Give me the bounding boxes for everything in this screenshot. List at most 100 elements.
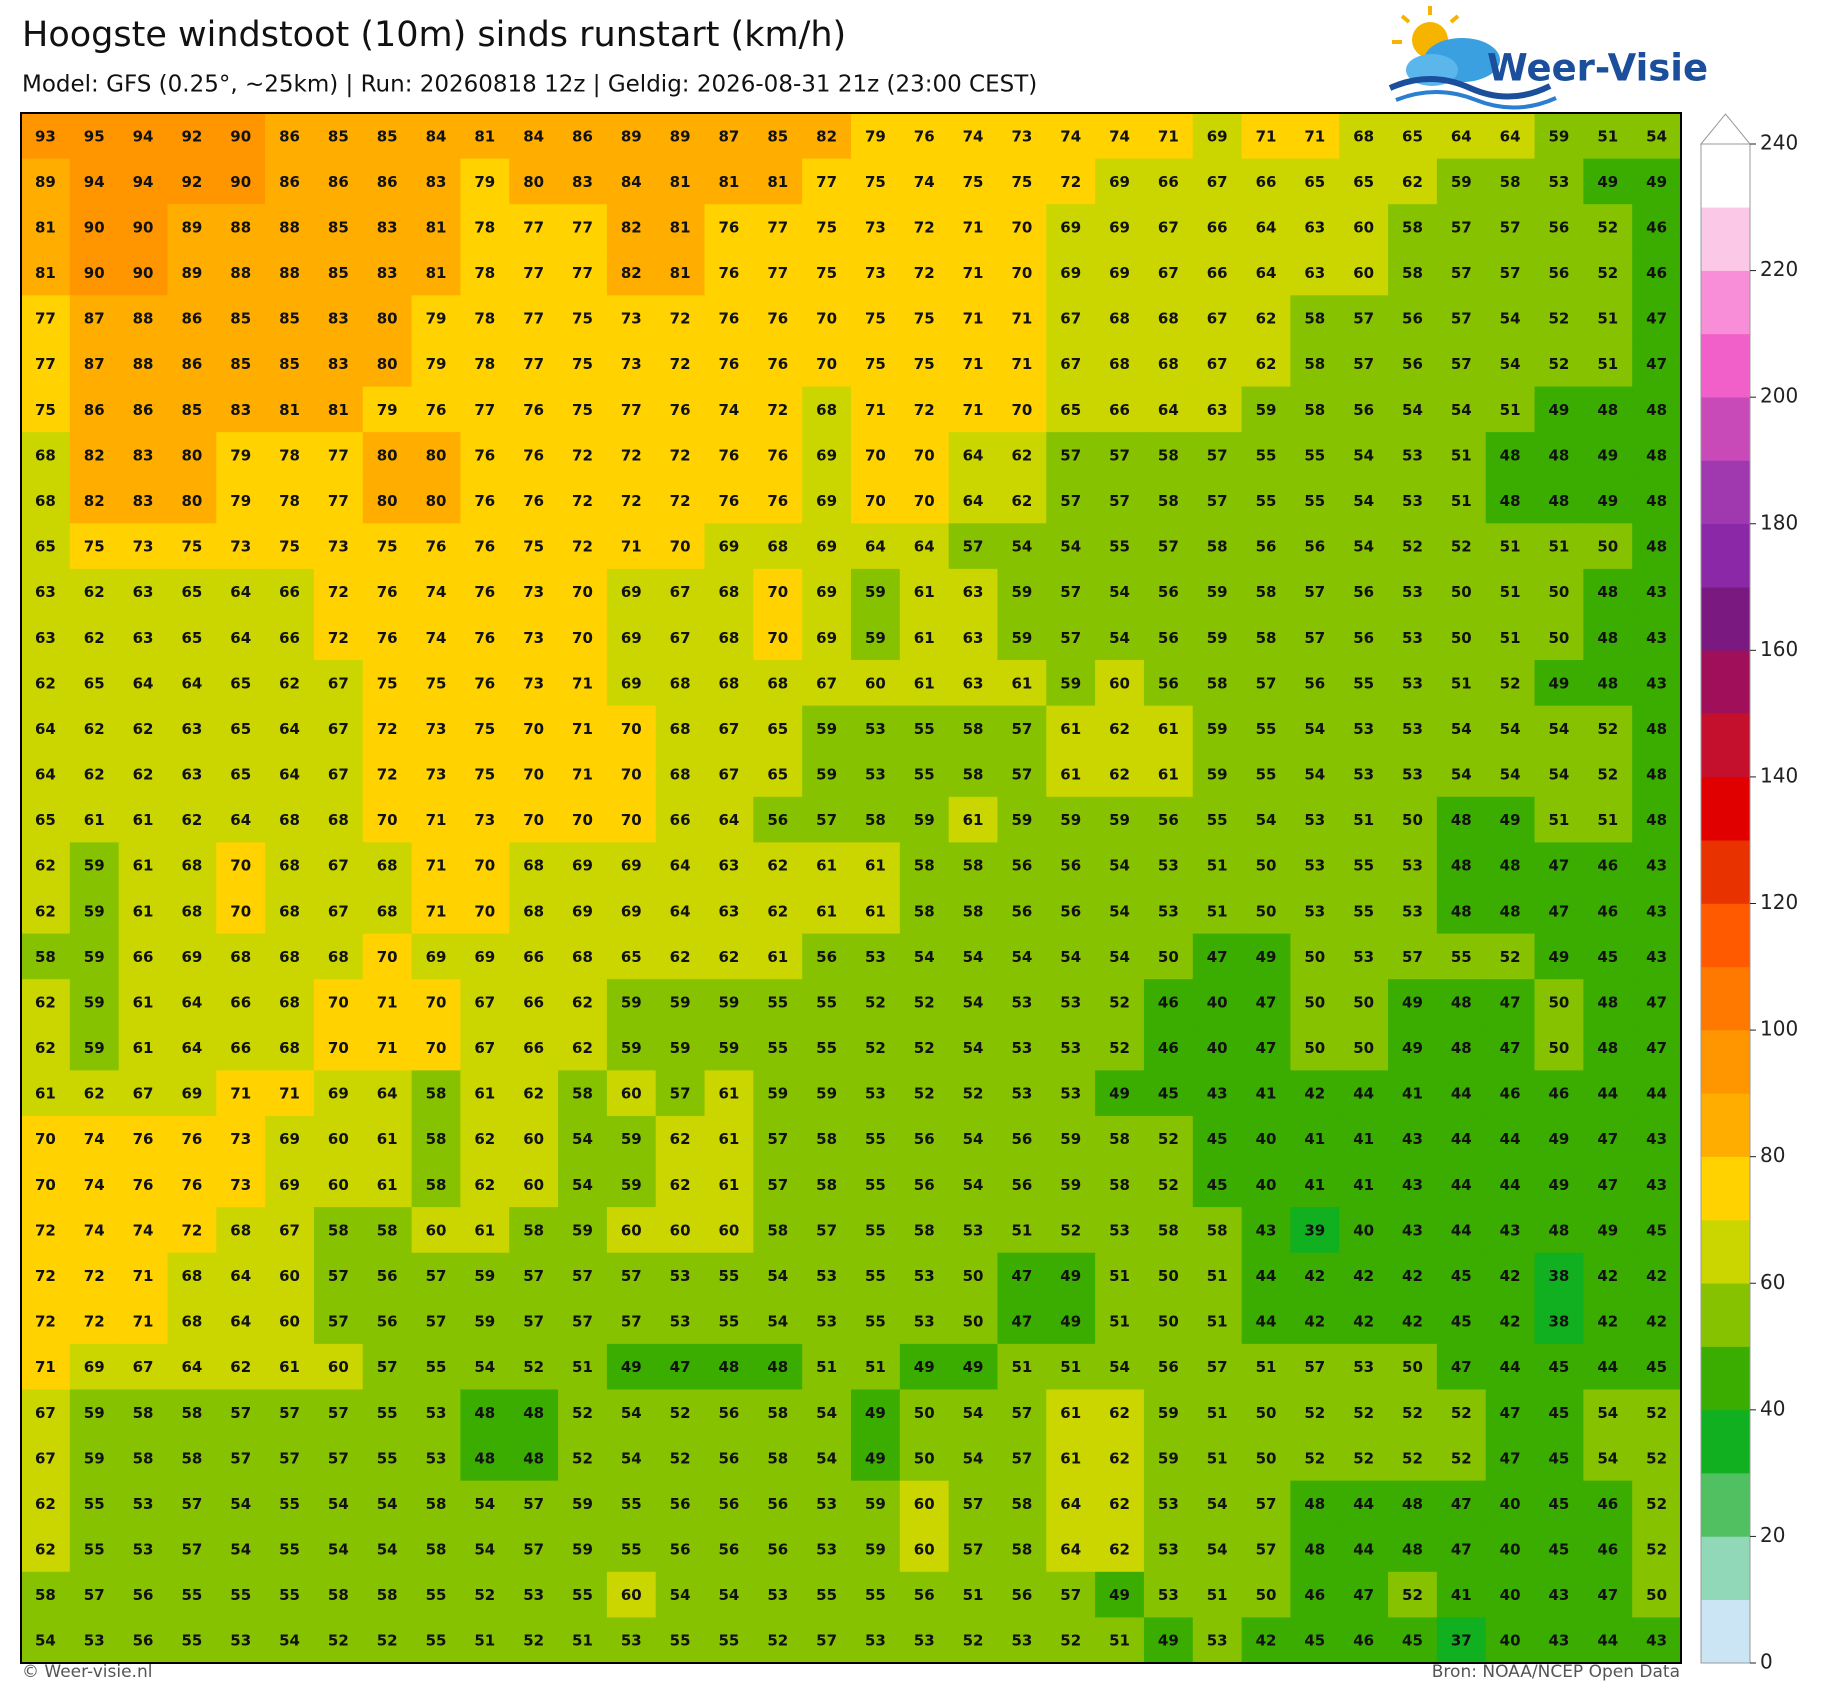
value-cell	[69, 1252, 120, 1299]
value-label: 57	[1256, 1541, 1277, 1559]
value-cell	[1388, 614, 1438, 661]
value-cell	[948, 888, 998, 935]
value-cell	[1436, 386, 1487, 433]
value-label: 75	[474, 720, 495, 738]
value-label: 58	[328, 1586, 349, 1604]
value-cell	[997, 432, 1047, 479]
value-cell	[1388, 705, 1438, 752]
value-cell	[1388, 933, 1438, 980]
value-label: 80	[377, 355, 398, 373]
value-cell	[1534, 295, 1584, 342]
value-cell	[948, 796, 998, 843]
value-cell	[997, 1435, 1047, 1482]
value-cell	[704, 1207, 754, 1254]
value-cell	[1046, 1252, 1096, 1299]
value-cell	[753, 888, 803, 935]
value-cell	[1046, 842, 1096, 889]
value-label: 49	[1402, 1039, 1423, 1057]
value-label: 41	[1451, 1586, 1472, 1604]
value-cell	[118, 386, 168, 433]
value-cell	[362, 933, 413, 980]
value-cell	[411, 295, 461, 342]
value-label: 64	[35, 720, 56, 738]
value-cell	[1290, 1389, 1340, 1436]
value-cell	[1192, 158, 1243, 205]
value-label: 57	[1451, 355, 1472, 373]
value-cell	[948, 1207, 998, 1254]
value-cell	[509, 660, 559, 707]
value-label: 50	[914, 1404, 935, 1422]
value-cell	[411, 1298, 461, 1345]
value-label: 58	[1256, 583, 1277, 601]
value-cell	[313, 568, 364, 615]
value-cell	[1534, 933, 1584, 980]
value-cell	[118, 204, 168, 251]
value-label: 88	[279, 264, 300, 282]
value-label: 52	[1304, 1404, 1325, 1422]
value-cell	[851, 888, 901, 935]
value-cell	[1290, 1480, 1340, 1527]
value-label: 54	[377, 1495, 398, 1513]
value-cell	[1241, 1389, 1291, 1436]
value-cell	[1192, 1161, 1243, 1208]
value-cell	[411, 1526, 461, 1573]
value-label: 44	[1353, 1085, 1374, 1103]
value-cell	[460, 340, 510, 388]
value-label: 72	[84, 1267, 105, 1285]
value-cell	[118, 340, 168, 388]
value-cell	[753, 204, 803, 251]
value-cell	[313, 979, 364, 1026]
value-label: 59	[719, 1039, 740, 1057]
value-label: 52	[865, 993, 886, 1011]
value-label: 58	[328, 1221, 349, 1239]
value-label: 50	[1549, 1039, 1570, 1057]
value-label: 55	[279, 1541, 300, 1559]
value-cell	[69, 888, 120, 935]
value-label: 55	[426, 1358, 447, 1376]
value-label: 63	[1207, 401, 1228, 419]
value-label: 87	[84, 310, 105, 328]
value-label: 58	[816, 1176, 837, 1194]
value-cell	[1388, 1207, 1438, 1254]
value-cell	[509, 1161, 559, 1208]
value-label: 63	[133, 629, 154, 647]
value-label: 43	[1402, 1221, 1423, 1239]
value-cell	[69, 340, 120, 388]
value-cell	[1534, 523, 1584, 570]
value-label: 70	[328, 993, 349, 1011]
value-label: 50	[1304, 948, 1325, 966]
value-label: 59	[1451, 173, 1472, 191]
value-cell	[265, 340, 315, 388]
value-cell	[1290, 1115, 1340, 1163]
value-label: 52	[377, 1632, 398, 1650]
value-label: 81	[670, 173, 691, 191]
value-label: 72	[35, 1221, 56, 1239]
value-cell	[509, 295, 559, 342]
value-label: 61	[1158, 766, 1179, 784]
value-cell	[362, 888, 413, 935]
value-cell	[265, 1115, 315, 1163]
value-label: 52	[914, 1085, 935, 1103]
value-label: 57	[1500, 264, 1521, 282]
value-label: 54	[1402, 401, 1423, 419]
value-cell	[1241, 660, 1291, 707]
value-label: 55	[572, 1586, 593, 1604]
value-cell	[509, 523, 559, 570]
value-label: 67	[474, 1039, 495, 1057]
value-cell	[899, 1480, 950, 1527]
value-cell	[802, 1526, 852, 1573]
value-label: 59	[84, 1039, 105, 1057]
value-label: 63	[133, 583, 154, 601]
value-label: 40	[1500, 1495, 1521, 1513]
value-label: 70	[572, 583, 593, 601]
value-label: 52	[963, 1632, 984, 1650]
value-cell	[1436, 842, 1487, 889]
value-label: 72	[670, 446, 691, 464]
value-cell	[1436, 249, 1487, 296]
value-label: 83	[133, 492, 154, 510]
value-cell	[997, 1252, 1047, 1299]
value-label: 72	[181, 1221, 202, 1239]
value-cell	[899, 1389, 950, 1436]
value-cell	[216, 1298, 266, 1345]
value-cell	[265, 1252, 315, 1299]
